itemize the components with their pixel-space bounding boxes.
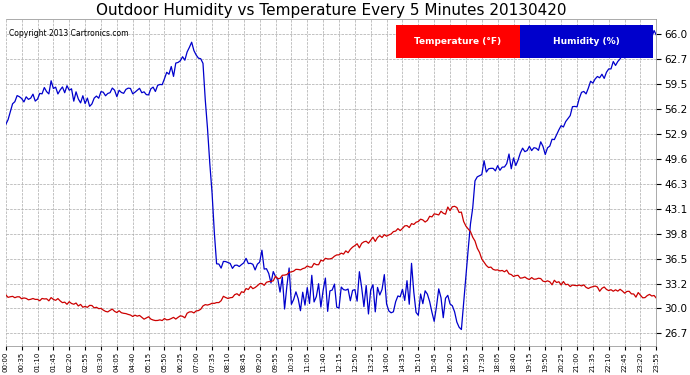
Text: Temperature (°F): Temperature (°F) (415, 38, 502, 46)
Text: Copyright 2013 Cartronics.com: Copyright 2013 Cartronics.com (9, 29, 128, 38)
Title: Outdoor Humidity vs Temperature Every 5 Minutes 20130420: Outdoor Humidity vs Temperature Every 5 … (96, 3, 566, 18)
Text: Humidity (%): Humidity (%) (553, 38, 620, 46)
FancyBboxPatch shape (520, 26, 653, 58)
FancyBboxPatch shape (396, 26, 520, 58)
